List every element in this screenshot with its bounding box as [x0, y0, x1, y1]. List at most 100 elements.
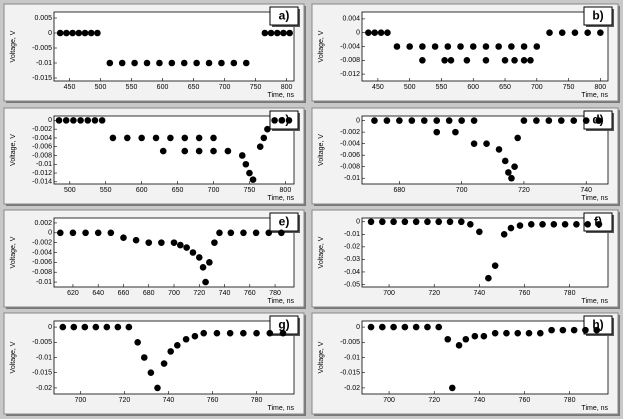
- panel: 700 720 740 760 780 0 -0.005 -0.01 -0.015 -0.02 Ti…: [311, 312, 620, 416]
- data-point: [435, 218, 443, 226]
- data-point: [224, 147, 232, 155]
- data-point: [182, 335, 190, 343]
- data-point: [81, 29, 89, 37]
- data-point: [419, 57, 426, 64]
- data-point: [138, 134, 145, 142]
- y-tick-label: -0.004: [340, 141, 360, 148]
- x-tick-label: 680: [143, 290, 155, 297]
- x-tick-label: 600: [157, 84, 169, 91]
- data-point: [469, 43, 477, 50]
- data-point: [191, 332, 199, 340]
- data-point: [371, 117, 378, 124]
- x-tick-label: 800: [280, 187, 292, 194]
- data-point: [550, 220, 558, 228]
- y-tick-label: -0.002: [32, 239, 52, 246]
- x-axis-label: Time, ns: [267, 195, 294, 202]
- plot-area: [361, 115, 609, 185]
- data-point: [181, 134, 189, 142]
- y-tick-label: -0.04: [344, 269, 360, 276]
- x-tick-label: 780: [251, 397, 263, 404]
- y-tick-label: 0: [356, 219, 360, 226]
- data-point: [177, 241, 184, 249]
- x-tick-label: 700: [208, 187, 220, 194]
- data-point: [501, 157, 509, 165]
- data-point: [431, 43, 439, 50]
- data-point: [265, 229, 273, 237]
- data-point: [170, 239, 178, 246]
- y-tick-label: -0.012: [32, 170, 52, 177]
- data-point: [424, 218, 431, 226]
- data-point: [584, 220, 591, 228]
- x-tick-label: 500: [95, 84, 107, 91]
- x-tick-label: 700: [456, 187, 468, 194]
- data-point: [242, 59, 250, 67]
- data-point: [379, 323, 386, 331]
- data-point: [123, 134, 131, 142]
- y-tick-label: -0.01: [36, 60, 52, 67]
- data-point: [470, 140, 478, 147]
- data-point: [593, 326, 601, 334]
- panel-label-box: [583, 315, 613, 335]
- data-point: [261, 29, 269, 37]
- data-point: [216, 229, 223, 237]
- x-tick-label: 750: [563, 84, 575, 91]
- data-point: [520, 43, 528, 50]
- x-tick-label: 650: [188, 84, 200, 91]
- data-point: [570, 326, 578, 334]
- y-tick-label: -0.004: [32, 135, 52, 142]
- x-axis-label: Time, ns: [581, 92, 608, 99]
- y-tick-label: 0.004: [342, 16, 360, 23]
- data-point: [495, 43, 502, 50]
- x-tick-label: 720: [428, 397, 440, 404]
- y-tick-label: -0.01: [344, 354, 360, 361]
- data-point: [595, 117, 602, 124]
- data-point: [379, 218, 386, 226]
- y-tick-label: 0: [356, 117, 360, 124]
- data-point: [508, 43, 515, 50]
- data-point: [367, 323, 375, 331]
- data-point: [189, 249, 197, 256]
- data-point: [264, 125, 271, 133]
- data-point: [174, 342, 181, 349]
- data-point: [195, 134, 203, 142]
- data-point: [485, 274, 492, 282]
- x-axis-label: Time, ns: [581, 298, 608, 305]
- y-tick-label: -0.01: [36, 279, 52, 286]
- data-point: [444, 335, 452, 343]
- data-point: [595, 220, 603, 228]
- y-tick-label: 0: [48, 30, 52, 37]
- y-tick-label: -0.004: [32, 249, 52, 256]
- plot-area: [361, 320, 609, 395]
- data-point: [145, 239, 153, 246]
- x-axis-label: Time, ns: [581, 195, 608, 202]
- x-tick-label: 620: [67, 290, 79, 297]
- y-tick-label: -0.002: [340, 129, 360, 136]
- y-tick-label: 0.005: [34, 15, 52, 22]
- data-point: [476, 228, 483, 236]
- x-tick-label: 700: [75, 397, 87, 404]
- y-axis-label: Voltage, V: [318, 341, 325, 373]
- y-tick-label: -0.02: [344, 385, 360, 392]
- data-point: [125, 323, 133, 331]
- data-point: [500, 231, 508, 238]
- data-point: [118, 59, 126, 67]
- x-tick-label: 780: [564, 397, 576, 404]
- data-point: [406, 43, 413, 50]
- y-axis-label: Voltage, V: [318, 134, 325, 166]
- x-tick-label: 700: [531, 84, 543, 91]
- data-point: [152, 134, 160, 142]
- data-point: [511, 57, 518, 64]
- panel-label: a): [279, 9, 290, 23]
- y-tick-label: -0.002: [32, 126, 52, 133]
- y-tick-label: 0.002: [34, 220, 52, 227]
- data-point: [503, 329, 510, 337]
- data-point: [75, 29, 83, 37]
- data-point: [87, 29, 95, 37]
- data-point: [132, 236, 140, 244]
- data-point: [114, 323, 122, 331]
- data-point: [377, 29, 385, 36]
- data-point: [167, 134, 174, 142]
- data-point: [445, 117, 453, 124]
- y-tick-label: -0.006: [32, 259, 52, 266]
- data-point: [573, 220, 580, 228]
